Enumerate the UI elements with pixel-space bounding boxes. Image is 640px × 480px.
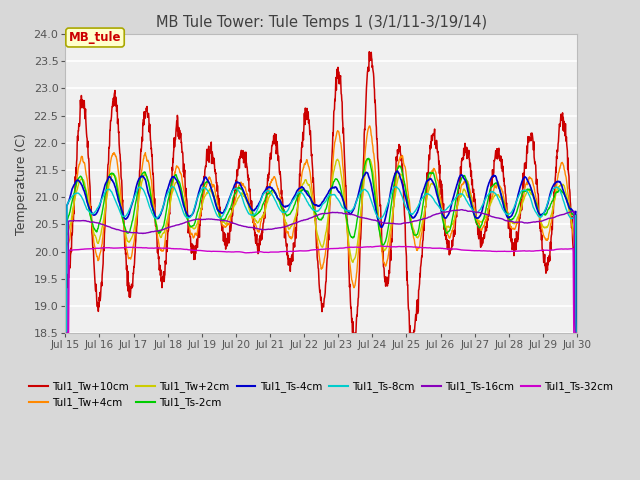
Tul1_Tw+4cm bbox=[366, 123, 374, 129]
Line: Tul1_Ts-32cm: Tul1_Ts-32cm bbox=[65, 246, 577, 333]
Tul1_Ts-32cm bbox=[323, 246, 331, 252]
Tul1_Ts-32cm bbox=[153, 245, 161, 251]
Line: Tul1_Ts-16cm: Tul1_Ts-16cm bbox=[65, 210, 577, 333]
Tul1_Ts-2cm bbox=[293, 196, 301, 202]
Tul1_Ts-16cm bbox=[323, 211, 331, 216]
Title: MB Tule Tower: Tule Temps 1 (3/1/11-3/19/14): MB Tule Tower: Tule Temps 1 (3/1/11-3/19… bbox=[156, 15, 487, 30]
Tul1_Ts-32cm bbox=[61, 330, 69, 336]
Tul1_Ts-8cm bbox=[415, 203, 422, 209]
Tul1_Ts-2cm bbox=[71, 187, 79, 192]
Tul1_Ts-16cm bbox=[414, 217, 422, 223]
Tul1_Ts-8cm bbox=[324, 195, 332, 201]
Tul1_Tw+10cm bbox=[71, 187, 79, 193]
Tul1_Tw+2cm bbox=[364, 156, 372, 162]
Text: MB_tule: MB_tule bbox=[68, 31, 122, 44]
Tul1_Tw+10cm bbox=[323, 256, 331, 262]
Tul1_Tw+10cm bbox=[541, 252, 548, 257]
Line: Tul1_Tw+4cm: Tul1_Tw+4cm bbox=[65, 126, 577, 333]
Tul1_Ts-32cm bbox=[293, 248, 301, 254]
Tul1_Ts-16cm bbox=[458, 207, 465, 213]
Tul1_Tw+4cm bbox=[541, 235, 548, 240]
Tul1_Ts-2cm bbox=[365, 156, 372, 161]
Tul1_Ts-4cm bbox=[394, 168, 401, 174]
Tul1_Ts-2cm bbox=[153, 225, 161, 231]
Tul1_Tw+2cm bbox=[323, 222, 331, 228]
Tul1_Ts-4cm bbox=[573, 330, 581, 336]
Tul1_Ts-8cm bbox=[168, 183, 176, 189]
Tul1_Ts-8cm bbox=[153, 215, 161, 221]
Tul1_Ts-8cm bbox=[61, 330, 69, 336]
Tul1_Tw+4cm bbox=[153, 229, 161, 235]
Tul1_Ts-32cm bbox=[377, 243, 385, 249]
Tul1_Ts-32cm bbox=[541, 248, 548, 253]
Tul1_Ts-2cm bbox=[573, 330, 581, 336]
Tul1_Ts-8cm bbox=[573, 330, 581, 336]
Tul1_Ts-4cm bbox=[415, 207, 422, 213]
Tul1_Tw+4cm bbox=[415, 245, 422, 251]
Tul1_Tw+2cm bbox=[61, 330, 69, 336]
Tul1_Ts-4cm bbox=[323, 192, 331, 198]
Tul1_Ts-4cm bbox=[71, 181, 79, 187]
Tul1_Ts-8cm bbox=[293, 191, 301, 197]
Tul1_Tw+10cm bbox=[293, 215, 301, 221]
Tul1_Tw+10cm bbox=[153, 233, 161, 239]
Tul1_Ts-2cm bbox=[415, 228, 422, 234]
Line: Tul1_Ts-2cm: Tul1_Ts-2cm bbox=[65, 158, 577, 333]
Tul1_Tw+2cm bbox=[541, 225, 548, 230]
Tul1_Tw+10cm bbox=[365, 49, 373, 55]
Tul1_Ts-16cm bbox=[293, 219, 301, 225]
Tul1_Tw+2cm bbox=[573, 330, 581, 336]
Line: Tul1_Ts-4cm: Tul1_Ts-4cm bbox=[65, 171, 577, 333]
Tul1_Ts-16cm bbox=[573, 330, 581, 336]
Tul1_Ts-16cm bbox=[153, 228, 161, 234]
Tul1_Tw+4cm bbox=[61, 330, 69, 336]
Tul1_Ts-16cm bbox=[541, 217, 548, 223]
Tul1_Tw+4cm bbox=[293, 209, 301, 215]
Tul1_Tw+2cm bbox=[293, 209, 301, 215]
Tul1_Ts-4cm bbox=[293, 189, 301, 194]
Tul1_Tw+2cm bbox=[153, 224, 161, 229]
Legend: Tul1_Tw+10cm, Tul1_Tw+4cm, Tul1_Tw+2cm, Tul1_Ts-2cm, Tul1_Ts-4cm, Tul1_Ts-8cm, T: Tul1_Tw+10cm, Tul1_Tw+4cm, Tul1_Tw+2cm, … bbox=[25, 377, 617, 413]
Tul1_Ts-8cm bbox=[71, 191, 79, 197]
Tul1_Tw+2cm bbox=[415, 234, 422, 240]
Tul1_Ts-4cm bbox=[153, 216, 161, 221]
Tul1_Tw+10cm bbox=[61, 269, 69, 275]
Line: Tul1_Tw+10cm: Tul1_Tw+10cm bbox=[65, 52, 577, 333]
Tul1_Tw+4cm bbox=[71, 191, 79, 197]
Tul1_Ts-16cm bbox=[61, 330, 69, 336]
Tul1_Ts-32cm bbox=[415, 244, 422, 250]
Tul1_Ts-2cm bbox=[61, 330, 69, 336]
Tul1_Ts-2cm bbox=[541, 212, 548, 217]
Tul1_Tw+4cm bbox=[573, 330, 581, 336]
Tul1_Ts-32cm bbox=[573, 330, 581, 336]
Tul1_Ts-8cm bbox=[541, 209, 548, 215]
Tul1_Tw+4cm bbox=[323, 237, 331, 242]
Tul1_Ts-4cm bbox=[541, 209, 548, 215]
Tul1_Tw+10cm bbox=[573, 280, 581, 286]
Line: Tul1_Ts-8cm: Tul1_Ts-8cm bbox=[65, 186, 577, 333]
Tul1_Ts-32cm bbox=[71, 247, 79, 252]
Tul1_Tw+2cm bbox=[71, 196, 79, 202]
Tul1_Tw+10cm bbox=[415, 287, 422, 293]
Tul1_Ts-16cm bbox=[71, 218, 79, 224]
Y-axis label: Temperature (C): Temperature (C) bbox=[15, 132, 28, 235]
Tul1_Tw+10cm bbox=[349, 330, 356, 336]
Line: Tul1_Tw+2cm: Tul1_Tw+2cm bbox=[65, 159, 577, 333]
Tul1_Ts-4cm bbox=[61, 330, 69, 336]
Tul1_Ts-2cm bbox=[323, 202, 331, 208]
